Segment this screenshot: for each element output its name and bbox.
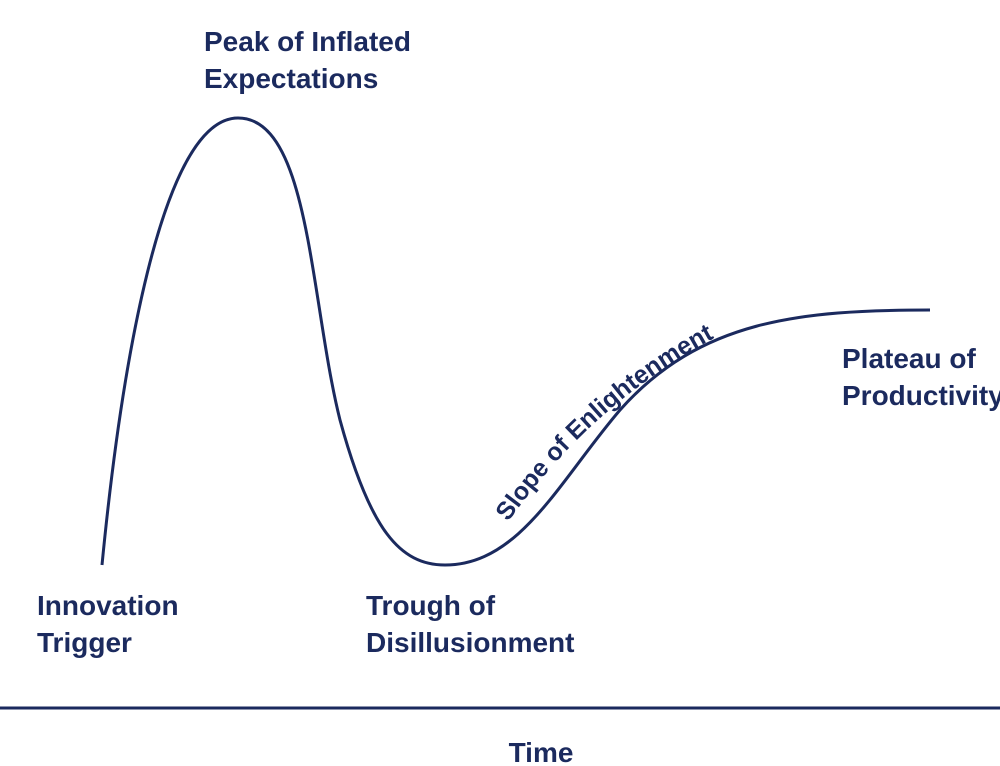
- slope-label: Slope of Enlightenment: [490, 318, 718, 525]
- phase-label: Trigger: [37, 627, 132, 658]
- phase-label: Peak of Inflated: [204, 26, 411, 57]
- phase-label: Expectations: [204, 63, 378, 94]
- axis-label: Time: [509, 737, 574, 766]
- phase-label: Trough of: [366, 590, 496, 621]
- phase-label: Innovation: [37, 590, 179, 621]
- phase-label: Productivity: [842, 380, 1000, 411]
- hype-curve: [100, 116, 931, 567]
- phase-label: Plateau of: [842, 343, 976, 374]
- phase-label: Disillusionment: [366, 627, 574, 658]
- phase-label: Slope of Enlightenment: [490, 318, 718, 525]
